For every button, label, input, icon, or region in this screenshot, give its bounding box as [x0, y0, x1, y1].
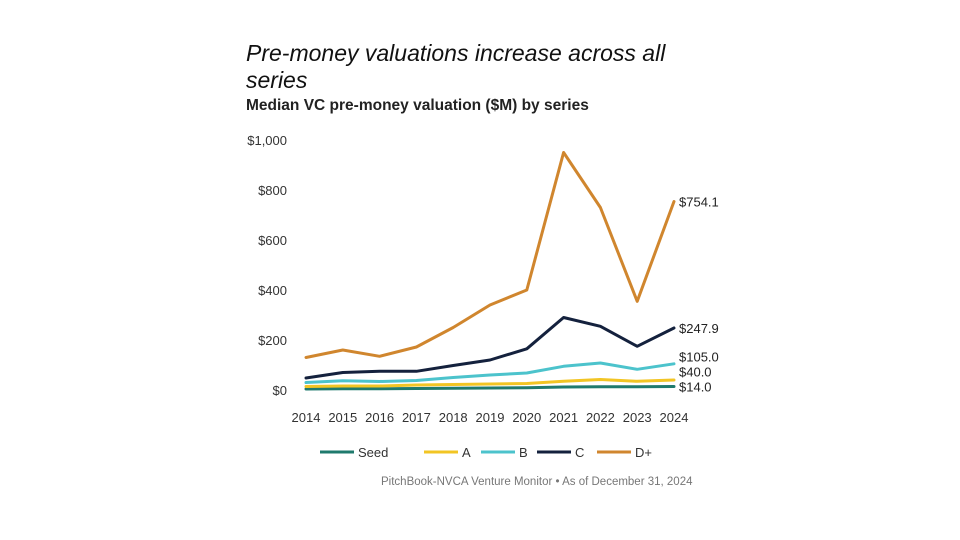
end-label-c: $247.9 [679, 321, 719, 336]
x-tick-label: 2021 [549, 410, 578, 425]
series-line-a [304, 378, 676, 388]
legend-label: C [575, 445, 584, 460]
x-tick-label: 2023 [623, 410, 652, 425]
legend: Seed A B C D+ [320, 445, 652, 460]
legend-label: B [519, 445, 528, 460]
x-axis: 2014 2015 2016 2017 2018 2019 2020 2021 2022 2023… [292, 410, 689, 425]
x-tick-label: 2019 [476, 410, 505, 425]
source-note: PitchBook-NVCA Venture Monitor • As of D… [381, 476, 693, 488]
y-tick-label: $800 [258, 183, 287, 198]
end-label-d-plus: $754.1 [679, 194, 719, 209]
x-tick-label: 2015 [328, 410, 357, 425]
series-line-d-plus [304, 151, 676, 359]
x-tick-label: 2024 [660, 410, 689, 425]
end-labels: $14.0$40.0$105.0 $247.9 $754.1 [679, 194, 719, 394]
end-label-a: $40.0 [679, 365, 712, 380]
series-line-seed [304, 385, 676, 391]
chart-title: Pre-money valuations increase across all… [246, 40, 666, 93]
chart-subtitle: Median VC pre-money valuation ($M) by se… [246, 97, 589, 114]
x-tick-label: 2016 [365, 410, 394, 425]
x-tick-label: 2014 [292, 410, 321, 425]
y-tick-label: $400 [258, 283, 287, 298]
legend-label: A [462, 445, 471, 460]
legend-label: D+ [635, 445, 652, 460]
y-tick-label: $200 [258, 333, 287, 348]
series-line-b [304, 361, 676, 384]
x-tick-label: 2017 [402, 410, 431, 425]
end-label-b: $105.0 [679, 350, 719, 365]
y-tick-label: $0 [273, 383, 287, 398]
end-label-seed: $14.0 [679, 380, 712, 395]
x-tick-label: 2018 [439, 410, 468, 425]
x-tick-label: 2022 [586, 410, 615, 425]
y-tick-label: $600 [258, 233, 287, 248]
x-tick-label: 2020 [512, 410, 541, 425]
series-line-c [304, 316, 676, 380]
series-lines [304, 151, 676, 391]
legend-label: Seed [358, 445, 388, 460]
y-axis: $0 $200 $400 $600 $800 $1,000 [247, 133, 287, 398]
y-tick-label: $1,000 [247, 133, 287, 148]
